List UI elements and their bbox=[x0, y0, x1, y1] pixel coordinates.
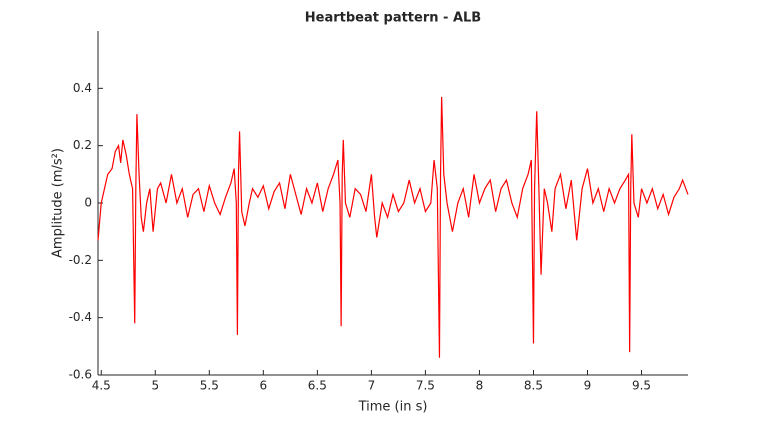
y-tick-label: -0.4 bbox=[69, 310, 92, 324]
x-tick-label: 7 bbox=[368, 379, 376, 393]
y-tick-label: 0 bbox=[84, 196, 92, 210]
x-tick-label: 7.5 bbox=[416, 379, 435, 393]
y-axis-label: Amplitude (m/s²) bbox=[51, 148, 66, 258]
x-tick-label: 5.5 bbox=[200, 379, 219, 393]
x-tick-label: 6 bbox=[260, 379, 268, 393]
y-tick-label: -0.6 bbox=[69, 368, 92, 382]
x-tick-label: 5 bbox=[151, 379, 159, 393]
y-tick-label: 0.2 bbox=[73, 138, 92, 152]
x-tick-label: 9 bbox=[584, 379, 592, 393]
x-axis-label: Time (in s) bbox=[358, 400, 428, 415]
chart-title: Heartbeat pattern - ALB bbox=[305, 11, 481, 26]
x-tick-label: 9.5 bbox=[632, 379, 651, 393]
x-tick-label: 8.5 bbox=[524, 379, 543, 393]
line-series bbox=[97, 96, 689, 358]
y-tick-label: -0.2 bbox=[69, 253, 92, 267]
x-tick-label: 4.5 bbox=[92, 379, 111, 393]
y-tick-label: 0.4 bbox=[73, 81, 92, 95]
x-tick-label: 6.5 bbox=[308, 379, 327, 393]
x-tick-label: 8 bbox=[476, 379, 484, 393]
